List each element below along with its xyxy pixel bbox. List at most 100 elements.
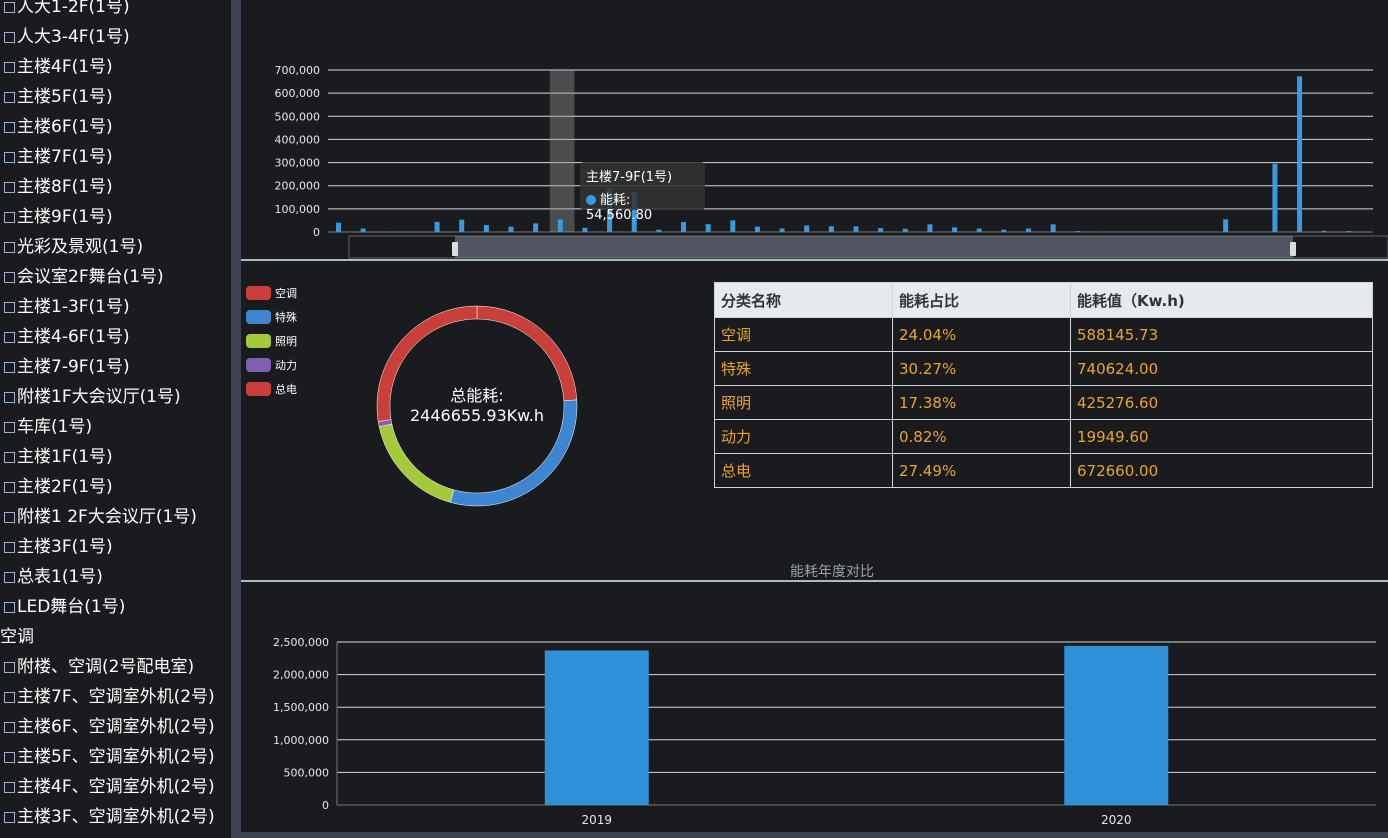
bar[interactable] bbox=[730, 220, 736, 232]
checkbox-icon[interactable] bbox=[4, 122, 15, 133]
bar[interactable] bbox=[779, 228, 785, 232]
tree-item[interactable]: 附楼、空调(2号配电室) bbox=[0, 652, 194, 682]
tree-item[interactable]: 主楼9F(1号) bbox=[0, 202, 113, 232]
bar[interactable] bbox=[804, 225, 810, 232]
tree-item[interactable]: 会议室2F舞台(1号) bbox=[0, 262, 164, 292]
checkbox-icon[interactable] bbox=[4, 692, 15, 703]
legend-item[interactable]: 动力 bbox=[246, 358, 297, 374]
tree-item[interactable]: 主楼5F、空调室外机(2号) bbox=[0, 742, 215, 772]
tree-item[interactable]: 空调 bbox=[0, 622, 34, 652]
checkbox-icon[interactable] bbox=[4, 2, 15, 13]
checkbox-icon[interactable] bbox=[4, 332, 15, 343]
bar[interactable] bbox=[656, 229, 662, 232]
bar[interactable] bbox=[631, 192, 637, 232]
tree-item[interactable]: 主楼5F(1号) bbox=[0, 82, 113, 112]
bar[interactable] bbox=[1001, 229, 1007, 232]
checkbox-icon[interactable] bbox=[4, 662, 15, 673]
checkbox-icon[interactable] bbox=[4, 362, 15, 373]
donut-slice[interactable] bbox=[378, 423, 455, 503]
donut-slice[interactable] bbox=[376, 305, 478, 422]
bar[interactable] bbox=[1064, 645, 1169, 805]
tree-item[interactable]: 主楼1-3F(1号) bbox=[0, 292, 130, 322]
bar[interactable] bbox=[434, 221, 440, 232]
checkbox-icon[interactable] bbox=[4, 572, 15, 583]
bar[interactable] bbox=[952, 227, 958, 232]
checkbox-icon[interactable] bbox=[4, 392, 15, 403]
bar[interactable] bbox=[1075, 231, 1081, 232]
tree-item[interactable]: 附楼1 2F大会议厅(1号) bbox=[0, 502, 197, 532]
tree-item[interactable]: 主楼7F(1号) bbox=[0, 142, 113, 172]
checkbox-icon[interactable] bbox=[4, 482, 15, 493]
bar[interactable] bbox=[878, 228, 884, 232]
tree-item[interactable]: 主楼3F、空调室外机(2号) bbox=[0, 802, 215, 832]
checkbox-icon[interactable] bbox=[4, 812, 15, 823]
bar[interactable] bbox=[1223, 219, 1229, 232]
checkbox-icon[interactable] bbox=[4, 152, 15, 163]
tree-item[interactable]: 车库(1号) bbox=[0, 412, 92, 442]
checkbox-icon[interactable] bbox=[4, 62, 15, 73]
bar[interactable] bbox=[360, 228, 366, 232]
checkbox-icon[interactable] bbox=[4, 452, 15, 463]
zoom-handle-icon[interactable] bbox=[452, 242, 458, 256]
tree-item[interactable]: 主楼3F(1号) bbox=[0, 532, 113, 562]
checkbox-icon[interactable] bbox=[4, 782, 15, 793]
tree-item[interactable]: 主楼2F(1号) bbox=[0, 472, 113, 502]
tree-item[interactable]: 主楼4F、空调室外机(2号) bbox=[0, 772, 215, 802]
checkbox-icon[interactable] bbox=[4, 542, 15, 553]
tree-item[interactable]: 光彩及景观(1号) bbox=[0, 232, 143, 262]
tree-item[interactable]: 主楼4-6F(1号) bbox=[0, 322, 130, 352]
tree-item[interactable]: 总表1(1号) bbox=[0, 562, 103, 592]
tree-item[interactable]: LED舞台(1号) bbox=[0, 592, 125, 622]
zoom-track[interactable] bbox=[348, 235, 1388, 259]
bar[interactable] bbox=[705, 224, 711, 232]
checkbox-icon[interactable] bbox=[4, 92, 15, 103]
bottom-scrollbar[interactable] bbox=[241, 832, 1388, 838]
checkbox-icon[interactable] bbox=[4, 242, 15, 253]
sidebar-scrollbar[interactable] bbox=[231, 0, 241, 838]
bar[interactable] bbox=[483, 225, 489, 232]
bar[interactable] bbox=[1321, 230, 1327, 232]
bar[interactable] bbox=[1297, 76, 1303, 232]
checkbox-icon[interactable] bbox=[4, 722, 15, 733]
legend-item[interactable]: 特殊 bbox=[246, 310, 297, 326]
bar[interactable] bbox=[976, 228, 982, 232]
tree-item[interactable]: 主楼6F(1号) bbox=[0, 112, 113, 142]
bar[interactable] bbox=[927, 224, 933, 232]
tree-item[interactable]: 主楼7F、空调室外机(2号) bbox=[0, 682, 215, 712]
checkbox-icon[interactable] bbox=[4, 512, 15, 523]
bar[interactable] bbox=[607, 188, 613, 232]
bar[interactable] bbox=[508, 226, 514, 232]
bar[interactable] bbox=[533, 223, 539, 232]
bar[interactable] bbox=[557, 219, 563, 232]
tree-item[interactable]: 附楼1F大会议厅(1号) bbox=[0, 382, 181, 412]
bar[interactable] bbox=[853, 226, 859, 232]
tree-item[interactable]: 主楼8F(1号) bbox=[0, 172, 113, 202]
tree-item[interactable]: 主楼1F(1号) bbox=[0, 442, 113, 472]
bar[interactable] bbox=[544, 650, 649, 805]
checkbox-icon[interactable] bbox=[4, 422, 15, 433]
bar[interactable] bbox=[902, 228, 908, 232]
checkbox-icon[interactable] bbox=[4, 272, 15, 283]
checkbox-icon[interactable] bbox=[4, 32, 15, 43]
zoom-window[interactable] bbox=[455, 236, 1293, 258]
bar[interactable] bbox=[754, 226, 760, 232]
legend-item[interactable]: 总电 bbox=[246, 382, 297, 398]
tree-item[interactable]: 人大1-2F(1号) bbox=[0, 0, 130, 22]
checkbox-icon[interactable] bbox=[4, 182, 15, 193]
bar[interactable] bbox=[828, 226, 834, 232]
bar[interactable] bbox=[1050, 224, 1056, 232]
legend-item[interactable]: 照明 bbox=[246, 334, 297, 350]
legend-item[interactable]: 空调 bbox=[246, 286, 297, 302]
tree-item[interactable]: 主楼7-9F(1号) bbox=[0, 352, 130, 382]
bar[interactable] bbox=[336, 222, 341, 232]
tree-item[interactable]: 主楼4F(1号) bbox=[0, 52, 113, 82]
bar[interactable] bbox=[1346, 231, 1352, 232]
bar[interactable] bbox=[681, 222, 686, 232]
checkbox-icon[interactable] bbox=[4, 752, 15, 763]
bar[interactable] bbox=[582, 227, 588, 232]
tree-item[interactable]: 主楼6F、空调室外机(2号) bbox=[0, 712, 215, 742]
bar[interactable] bbox=[1272, 163, 1278, 232]
zoom-handle-icon[interactable] bbox=[1290, 242, 1296, 256]
checkbox-icon[interactable] bbox=[4, 602, 15, 613]
checkbox-icon[interactable] bbox=[4, 212, 15, 223]
